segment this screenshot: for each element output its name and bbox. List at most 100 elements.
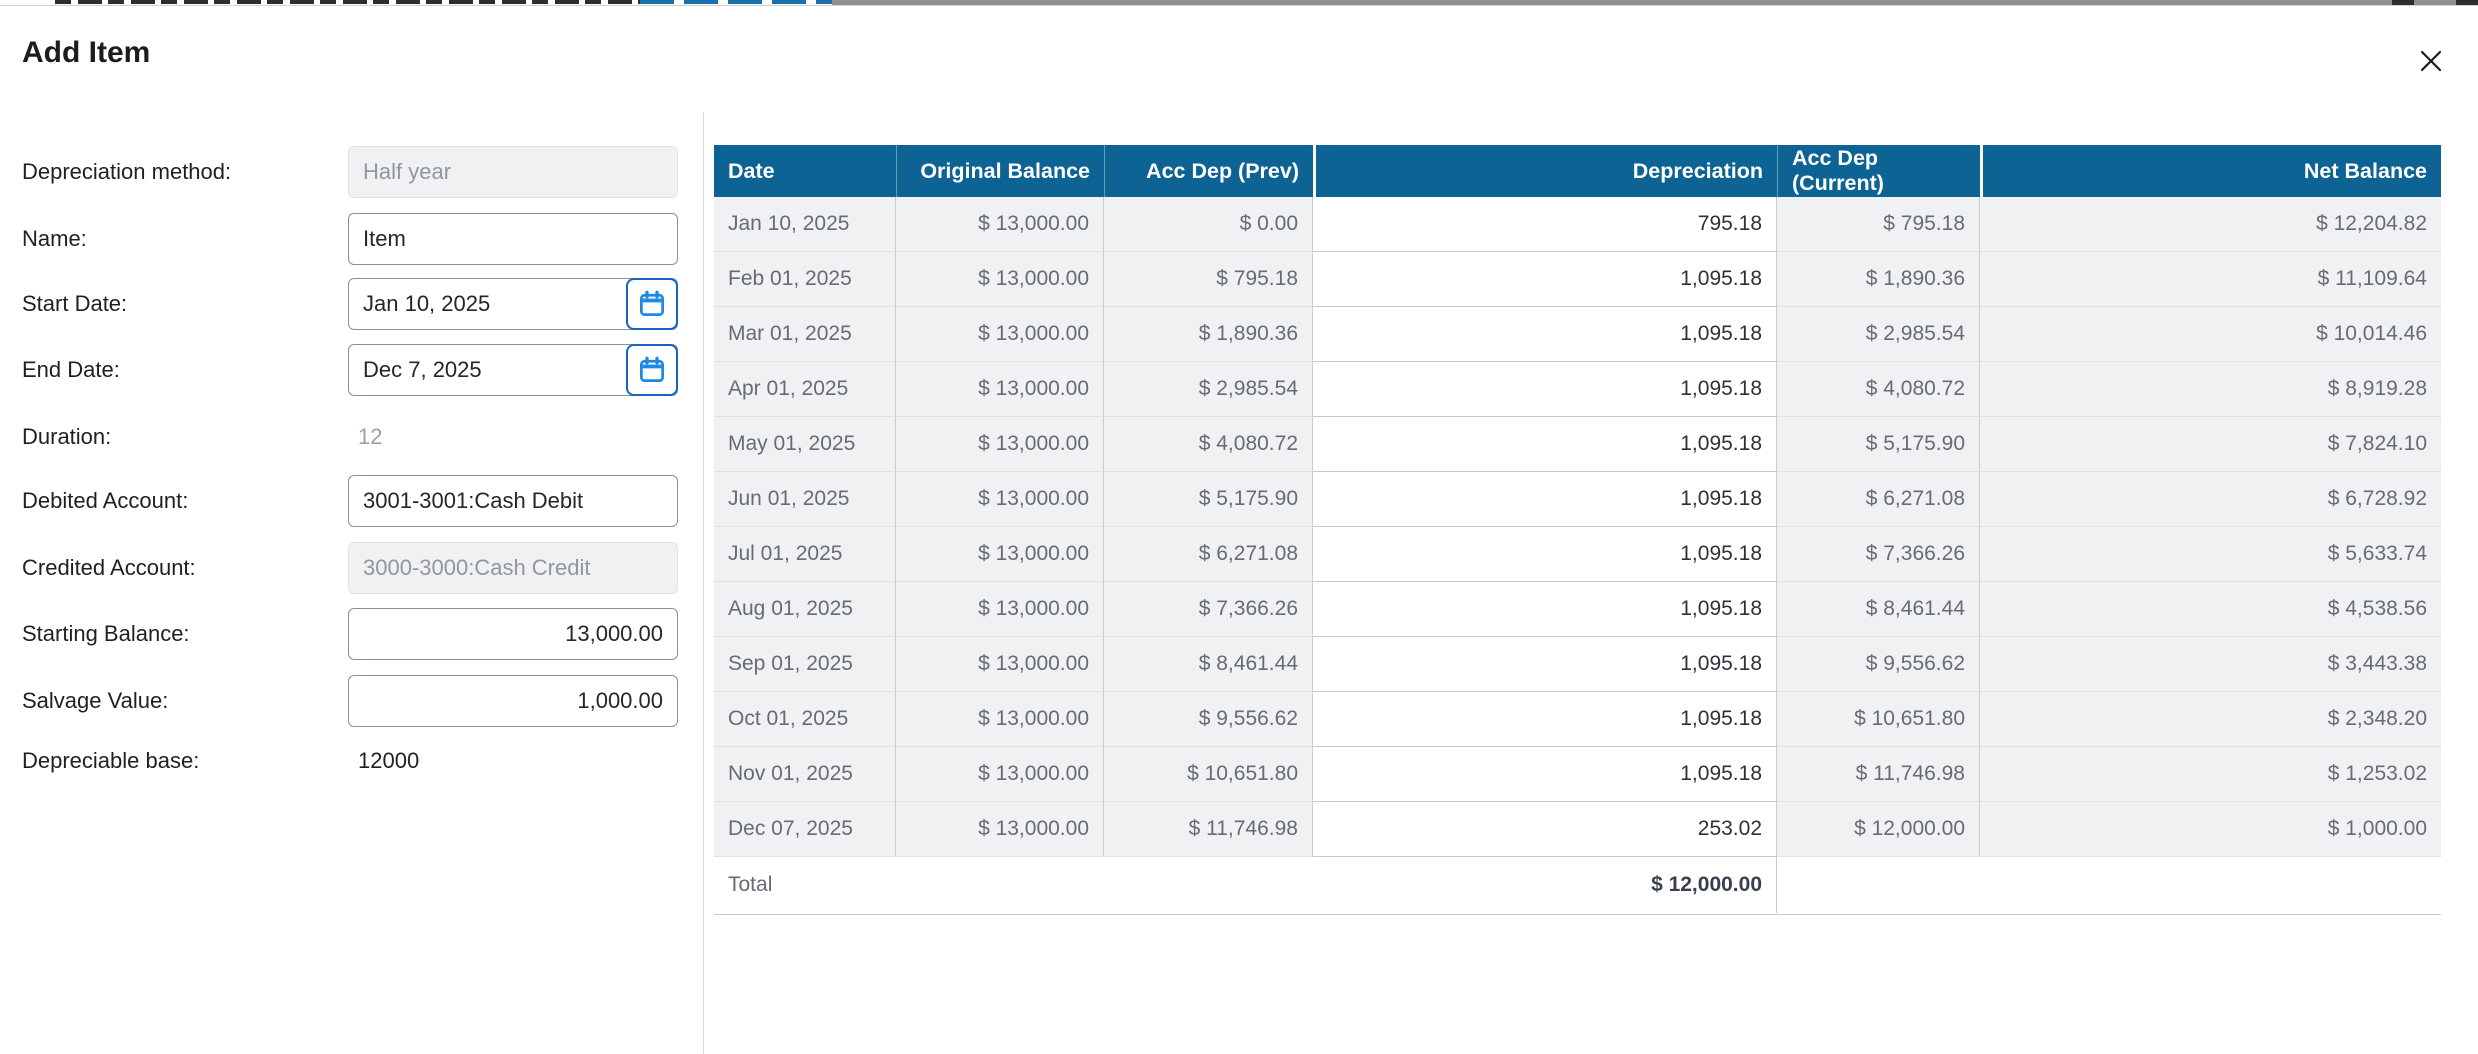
- column-header-depreciation: Depreciation: [1313, 145, 1777, 197]
- clipped-toolbar-edge: [832, 0, 2478, 5]
- table-cell: $ 6,271.08: [1104, 527, 1313, 582]
- starting-balance-input[interactable]: 13,000.00: [348, 608, 678, 660]
- form-row-starting-balance: Starting Balance: 13,000.00: [22, 608, 682, 660]
- table-row: Dec 07, 2025 $ 13,000.00 $ 11,746.98 253.02…: [714, 802, 2441, 857]
- table-row: Jan 10, 2025 $ 13,000.00 $ 0.00 795.18 $ 795…: [714, 197, 2441, 252]
- end-date-label: End Date:: [22, 357, 120, 382]
- total-depreciation-value: $ 12,000.00: [1313, 857, 1777, 913]
- table-row: Mar 01, 2025 $ 13,000.00 $ 1,890.36 1,095.1…: [714, 307, 2441, 362]
- depreciation-cell[interactable]: 1,095.18: [1313, 582, 1777, 637]
- table-row: Feb 01, 2025 $ 13,000.00 $ 795.18 1,095.18 $…: [714, 252, 2441, 307]
- table-cell: $ 11,746.98: [1777, 747, 1980, 802]
- column-header-net-balance: Net Balance: [1980, 145, 2441, 197]
- table-cell: $ 6,728.92: [1980, 472, 2441, 527]
- depreciable-base-label: Depreciable base:: [22, 748, 200, 773]
- form-row-start-date: Start Date: Jan 10, 2025: [22, 278, 682, 330]
- table-cell: $ 2,348.20: [1980, 692, 2441, 747]
- salvage-value-label: Salvage Value:: [22, 688, 169, 713]
- table-cell: Aug 01, 2025: [714, 582, 896, 637]
- credited-account-field: 3000-3000:Cash Credit: [348, 542, 678, 594]
- debited-account-label: Debited Account:: [22, 488, 189, 513]
- table-cell: Jun 01, 2025: [714, 472, 896, 527]
- table-cell: $ 8,461.44: [1104, 637, 1313, 692]
- depreciation-method-label: Depreciation method:: [22, 159, 232, 184]
- depreciation-cell[interactable]: 1,095.18: [1313, 637, 1777, 692]
- start-date-control: Jan 10, 2025: [348, 278, 678, 330]
- table-cell: $ 4,080.72: [1104, 417, 1313, 472]
- column-header-acc-dep-prev-: Acc Dep (Prev): [1104, 145, 1313, 197]
- depreciation-schedule-table: Date Original Balance Acc Dep (Prev) Deprec…: [714, 145, 2441, 915]
- table-cell: $ 13,000.00: [896, 252, 1104, 307]
- table-cell: $ 11,746.98: [1104, 802, 1313, 857]
- background-page-edge: [0, 0, 2478, 6]
- start-date-calendar-button[interactable]: [626, 278, 678, 330]
- depreciation-cell[interactable]: 1,095.18: [1313, 417, 1777, 472]
- duration-value: 12: [358, 424, 383, 449]
- table-cell: $ 7,824.10: [1980, 417, 2441, 472]
- table-cell: $ 8,919.28: [1980, 362, 2441, 417]
- table-cell: $ 13,000.00: [896, 472, 1104, 527]
- table-row: Nov 01, 2025 $ 13,000.00 $ 10,651.80 1,095.…: [714, 747, 2441, 802]
- table-row: Jul 01, 2025 $ 13,000.00 $ 6,271.08 1,095.1…: [714, 527, 2441, 582]
- table-row: Sep 01, 2025 $ 13,000.00 $ 8,461.44 1,095.1…: [714, 637, 2441, 692]
- table-cell: $ 13,000.00: [896, 197, 1104, 252]
- table-cell: $ 6,271.08: [1777, 472, 1980, 527]
- form-row-end-date: End Date: Dec 7, 2025: [22, 344, 682, 396]
- table-cell: $ 12,000.00: [1777, 802, 1980, 857]
- debited-account-input[interactable]: 3001-3001:Cash Debit: [348, 475, 678, 527]
- table-row: Aug 01, 2025 $ 13,000.00 $ 7,366.26 1,095.1…: [714, 582, 2441, 637]
- table-cell: $ 10,651.80: [1104, 747, 1313, 802]
- table-cell: $ 4,538.56: [1980, 582, 2441, 637]
- table-cell: $ 5,175.90: [1777, 417, 1980, 472]
- duration-label: Duration:: [22, 424, 112, 449]
- column-header-original-balance: Original Balance: [896, 145, 1104, 197]
- column-header-acc-dep-current-: Acc Dep (Current): [1777, 145, 1980, 197]
- starting-balance-label: Starting Balance:: [22, 621, 190, 646]
- table-row: Oct 01, 2025 $ 13,000.00 $ 9,556.62 1,095.1…: [714, 692, 2441, 747]
- depreciation-cell[interactable]: 253.02: [1313, 802, 1777, 857]
- table-cell: $ 10,014.46: [1980, 307, 2441, 362]
- credited-account-label: Credited Account:: [22, 555, 196, 580]
- start-date-label: Start Date:: [22, 291, 128, 316]
- end-date-calendar-button[interactable]: [626, 344, 678, 396]
- table-cell: Nov 01, 2025: [714, 747, 896, 802]
- table-cell: $ 13,000.00: [896, 802, 1104, 857]
- table-cell: May 01, 2025: [714, 417, 896, 472]
- table-body: Jan 10, 2025 $ 13,000.00 $ 0.00 795.18 $ 795…: [714, 197, 2441, 857]
- table-header-row: Date Original Balance Acc Dep (Prev) Deprec…: [714, 145, 2441, 197]
- table-cell: Mar 01, 2025: [714, 307, 896, 362]
- form-row-credited-account: Credited Account: 3000-3000:Cash Credit: [22, 542, 682, 594]
- depreciation-cell[interactable]: 1,095.18: [1313, 527, 1777, 582]
- top-divider-line: [0, 5, 2478, 6]
- table-cell: $ 13,000.00: [896, 582, 1104, 637]
- table-cell: $ 13,000.00: [896, 417, 1104, 472]
- close-button[interactable]: [2414, 44, 2448, 78]
- depreciation-cell[interactable]: 1,095.18: [1313, 472, 1777, 527]
- table-cell: Sep 01, 2025: [714, 637, 896, 692]
- table-row: Apr 01, 2025 $ 13,000.00 $ 2,985.54 1,095.1…: [714, 362, 2441, 417]
- table-cell: $ 13,000.00: [896, 362, 1104, 417]
- form-row-depreciation-method: Depreciation method: Half year: [22, 146, 682, 198]
- depreciation-cell[interactable]: 1,095.18: [1313, 362, 1777, 417]
- end-date-input[interactable]: Dec 7, 2025: [348, 344, 678, 396]
- start-date-input[interactable]: Jan 10, 2025: [348, 278, 678, 330]
- depreciation-cell[interactable]: 1,095.18: [1313, 307, 1777, 362]
- table-total-row: Total $ 12,000.00: [714, 857, 2441, 915]
- clipped-text-fragments: [55, 0, 640, 4]
- table-cell: $ 5,175.90: [1104, 472, 1313, 527]
- depreciation-cell[interactable]: 1,095.18: [1313, 692, 1777, 747]
- depreciation-cell[interactable]: 1,095.18: [1313, 747, 1777, 802]
- table-cell: $ 0.00: [1104, 197, 1313, 252]
- table-row: May 01, 2025 $ 13,000.00 $ 4,080.72 1,095.1…: [714, 417, 2441, 472]
- depreciation-cell[interactable]: 1,095.18: [1313, 252, 1777, 307]
- table-cell: $ 795.18: [1104, 252, 1313, 307]
- table-cell: $ 3,443.38: [1980, 637, 2441, 692]
- table-cell: $ 13,000.00: [896, 747, 1104, 802]
- form-row-debited-account: Debited Account: 3001-3001:Cash Debit: [22, 475, 682, 527]
- name-input[interactable]: Item: [348, 213, 678, 265]
- table-cell: $ 13,000.00: [896, 527, 1104, 582]
- table-cell: $ 9,556.62: [1104, 692, 1313, 747]
- table-cell: $ 12,204.82: [1980, 197, 2441, 252]
- depreciation-cell[interactable]: 795.18: [1313, 197, 1777, 252]
- salvage-value-input[interactable]: 1,000.00: [348, 675, 678, 727]
